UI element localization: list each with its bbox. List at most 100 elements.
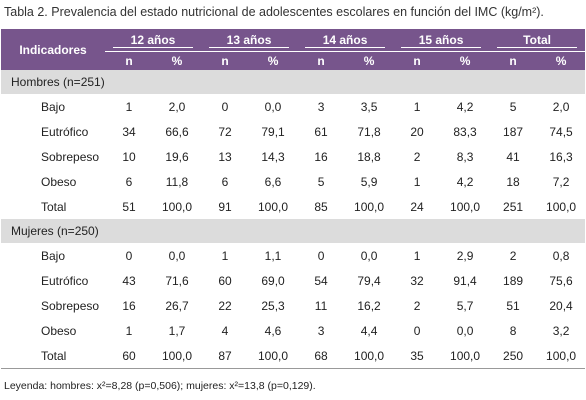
cell: 100,0	[249, 343, 298, 369]
cell: 100,0	[441, 343, 490, 369]
subheader: %	[249, 51, 298, 70]
subheader: %	[441, 51, 490, 70]
data-row: Sobrepeso 16 26,7 22 25,3 11 16,2 2 5,7 51 20,4	[1, 293, 585, 318]
cell: 20	[410, 124, 424, 139]
data-row: Eutrófico 34 66,6 72 79,1 61 71,8 20 83,3 187 74,5	[1, 119, 585, 144]
cell: 250	[489, 343, 538, 369]
cell: 68	[297, 343, 346, 369]
cell: 4	[221, 323, 229, 338]
cell: 79,1	[261, 124, 285, 139]
data-row: Bajo 0 0,0 1 1,1 0 0,0 1 2,9 2 0,8	[1, 243, 585, 268]
cell: 1,7	[168, 323, 186, 338]
subheader-row: n% n% n% n% n%	[1, 51, 586, 70]
subheader: n	[489, 51, 538, 70]
data-table: Indicadores 12 años 13 años 14 años 15 años…	[1, 29, 586, 369]
cell: 60	[105, 343, 153, 369]
cell: 8,3	[456, 149, 474, 164]
subheader: n	[201, 51, 250, 70]
cell: 87	[201, 343, 250, 369]
data-row: Obeso 1 1,7 4 4,6 3 4,4 0 0,0 8 3,2	[1, 318, 585, 343]
subheader: %	[153, 51, 202, 70]
cell: 13	[218, 149, 232, 164]
group-header: Total	[497, 33, 578, 48]
cell: 18,8	[357, 149, 381, 164]
data-row: Bajo 1 2,0 0 0,0 3 3,5 1 4,2 5 2,0	[1, 94, 585, 119]
cell: 71,6	[165, 273, 189, 288]
row-label: Sobrepeso	[41, 149, 100, 164]
cell: 100,0	[345, 343, 394, 369]
cell: 2	[509, 248, 517, 263]
cell: 100,0	[258, 199, 289, 214]
cell: 0,0	[360, 248, 378, 263]
cell: 1	[413, 99, 421, 114]
cell: 79,4	[357, 273, 381, 288]
cell: 6,6	[264, 174, 282, 189]
table-body: Hombres (n=251) Bajo 1 2,0 0 0,0 3 3,5 1 4,2 5 2,0 E…	[1, 70, 586, 369]
cell: 14,3	[261, 149, 285, 164]
cell: 100,0	[354, 199, 385, 214]
group-header-cell: 12 años	[105, 29, 202, 52]
cell: 20,4	[549, 298, 573, 313]
cell: 16	[122, 298, 136, 313]
cell: 71,8	[357, 124, 381, 139]
cell: 1	[221, 248, 229, 263]
row-label: Total	[1, 343, 105, 369]
table-title: Tabla 2. Prevalencia del estado nutricio…	[4, 5, 544, 19]
cell: 18	[506, 174, 520, 189]
group-header: 12 años	[113, 33, 194, 48]
cell: 1,1	[264, 248, 282, 263]
cell: 74,5	[549, 124, 573, 139]
cell: 16,2	[357, 298, 381, 313]
subheader: n	[393, 51, 442, 70]
section-row: Mujeres (n=250)	[1, 219, 586, 243]
row-label: Bajo	[41, 248, 66, 263]
indicator-header: Indicadores	[1, 29, 105, 70]
cell: 3	[317, 323, 325, 338]
cell: 100,0	[161, 199, 193, 214]
cell: 41	[506, 149, 520, 164]
cell: 60	[218, 273, 232, 288]
cell: 32	[410, 273, 424, 288]
cell: 100,0	[450, 199, 481, 214]
cell: 91	[218, 199, 232, 214]
cell: 1	[125, 99, 133, 114]
cell: 2,9	[456, 248, 474, 263]
cell: 100,0	[153, 343, 202, 369]
data-row: Eutrófico 43 71,6 60 69,0 54 79,4 32 91,4 189 75,6	[1, 268, 585, 293]
cell: 2	[413, 298, 421, 313]
cell: 8	[509, 323, 517, 338]
cell: 0	[125, 248, 133, 263]
cell: 5,9	[360, 174, 378, 189]
cell: 7,2	[552, 174, 570, 189]
cell: 4,2	[456, 99, 474, 114]
cell: 11	[314, 298, 328, 313]
cell: 85	[314, 199, 328, 214]
group-header-cell: 15 años	[393, 29, 490, 52]
cell: 187	[503, 124, 524, 139]
section-row: Hombres (n=251)	[1, 70, 586, 94]
cell: 5	[509, 99, 517, 114]
subheader: %	[537, 51, 586, 70]
data-row: Total 51 100,0 91 100,0 85 100,0 24 100,0 251 100,…	[1, 194, 585, 219]
cell: 0	[317, 248, 325, 263]
row-label: Bajo	[41, 99, 66, 114]
cell: 66,6	[165, 124, 189, 139]
cell: 251	[503, 199, 524, 214]
cell: 54	[314, 273, 328, 288]
cell: 10	[122, 149, 136, 164]
data-row: Sobrepeso 10 19,6 13 14,3 16 18,8 2 8,3 41 16,3	[1, 144, 585, 169]
cell: 3	[317, 99, 325, 114]
cell: 6	[125, 174, 133, 189]
subheader: n	[105, 51, 153, 70]
group-header: 15 años	[401, 33, 482, 48]
cell: 16	[314, 149, 328, 164]
row-label: Sobrepeso	[41, 298, 100, 313]
cell: 51	[506, 298, 520, 313]
cell: 72	[218, 124, 232, 139]
cell: 5	[317, 174, 325, 189]
cell: 34	[122, 124, 136, 139]
cell: 75,6	[549, 273, 573, 288]
data-row: Obeso 6 11,8 6 6,6 5 5,9 1 4,2 18 7,2	[1, 169, 585, 194]
cell: 35	[393, 343, 442, 369]
